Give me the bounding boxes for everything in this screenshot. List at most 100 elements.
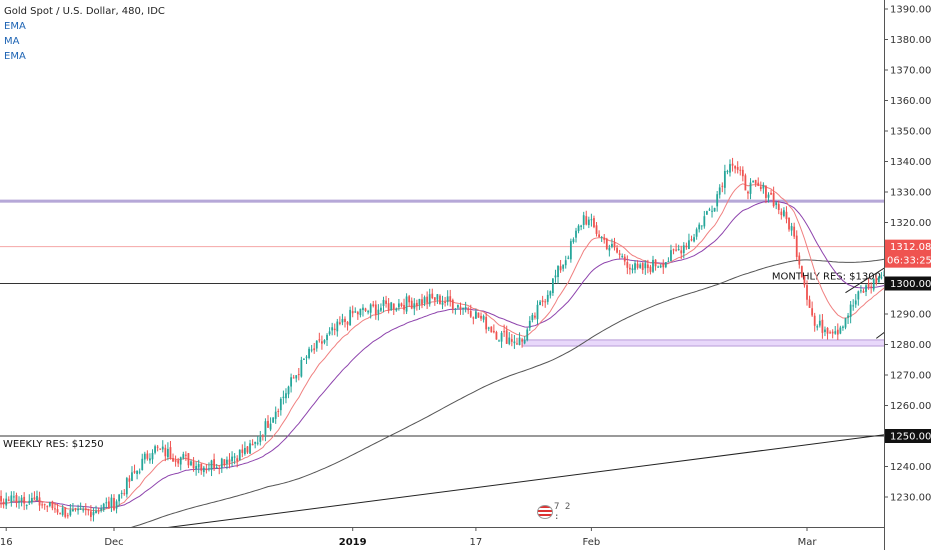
legend-indicator-ema[interactable]: EMA: [4, 21, 26, 32]
candle: [433, 297, 436, 306]
candle: [459, 302, 462, 315]
candle: [508, 332, 511, 346]
legend-title[interactable]: Gold Spot / U.S. Dollar, 480, IDC: [4, 6, 165, 17]
y-tick-label: 1350.00: [890, 127, 931, 138]
candle: [723, 164, 726, 195]
candle: [326, 333, 328, 346]
candle-body: [528, 320, 531, 328]
candle-body: [521, 339, 523, 342]
candle-body: [120, 492, 123, 494]
candle-body: [395, 308, 398, 311]
candle: [595, 222, 598, 237]
legend-indicator-ma[interactable]: MA: [4, 36, 20, 47]
candle: [521, 337, 523, 348]
candle-body: [870, 286, 873, 288]
candle: [546, 290, 549, 305]
support-zone[interactable]: [521, 339, 916, 347]
candle: [857, 290, 860, 306]
legend-indicator-ema-2[interactable]: EMA: [4, 51, 26, 62]
candle-body: [269, 423, 272, 430]
candle: [303, 358, 305, 361]
candle: [552, 278, 554, 296]
candle-body: [649, 266, 652, 272]
candle: [105, 497, 108, 509]
candle-body: [321, 341, 323, 344]
candle: [536, 300, 539, 325]
candle: [634, 260, 636, 274]
candle: [249, 439, 251, 454]
candle: [359, 308, 362, 318]
candle: [213, 453, 215, 472]
candle-body: [249, 443, 251, 454]
candle: [123, 489, 126, 496]
candle-body: [577, 225, 580, 232]
candle-body: [693, 237, 695, 242]
candle-body: [159, 448, 162, 450]
candle-body: [567, 257, 570, 259]
candle: [100, 504, 103, 513]
candle: [790, 222, 793, 236]
candle-body: [77, 508, 79, 511]
candle: [241, 444, 244, 458]
candle-body: [128, 478, 131, 482]
candle: [682, 242, 685, 259]
candle: [400, 302, 403, 308]
chart-legend: Gold Spot / U.S. Dollar, 480, IDC EMA MA…: [4, 4, 165, 64]
candle: [323, 339, 326, 345]
candle: [413, 298, 416, 316]
candle: [439, 294, 441, 305]
candle: [48, 501, 51, 508]
candle: [446, 290, 449, 306]
candle-body: [875, 277, 878, 284]
candle-body: [195, 466, 198, 470]
candle-body: [451, 299, 454, 310]
candle-body: [711, 210, 713, 212]
long-trendline[interactable]: [167, 372, 932, 528]
candle: [13, 491, 15, 502]
candle: [580, 224, 583, 231]
candle-body: [688, 240, 690, 249]
y-tick-label: 1280.00: [890, 340, 931, 351]
candle-body: [87, 509, 90, 511]
price-axis-panel[interactable]: [884, 0, 932, 550]
candle-body: [318, 339, 321, 341]
candle-body: [372, 304, 375, 307]
candle-body: [48, 501, 51, 506]
candle-body: [498, 340, 500, 342]
candle: [362, 304, 364, 317]
candle-body: [664, 262, 667, 268]
candle: [164, 444, 167, 462]
candle: [503, 324, 506, 337]
candle-body: [759, 186, 762, 190]
candle-body: [739, 169, 742, 171]
candle-body: [877, 276, 880, 283]
candle: [220, 457, 223, 473]
candle: [457, 304, 459, 310]
candle: [385, 295, 387, 308]
candle-body: [582, 215, 585, 225]
time-axis-panel[interactable]: [0, 527, 884, 550]
candle-body: [97, 511, 100, 513]
candle-body: [516, 343, 518, 345]
candle: [38, 491, 41, 511]
candle-body: [729, 164, 731, 173]
candle-body: [800, 266, 803, 278]
candle: [613, 237, 616, 251]
candle-body: [626, 262, 629, 268]
candle-body: [790, 226, 793, 231]
candle-body: [115, 501, 118, 509]
candle: [297, 367, 300, 381]
y-tick-label: 1270.00: [890, 371, 931, 382]
candle: [700, 225, 703, 230]
candle-body: [398, 303, 400, 308]
candle: [569, 238, 572, 263]
candle: [136, 470, 138, 480]
resistance-band[interactable]: [0, 199, 932, 203]
candle: [269, 417, 272, 432]
candle-body: [762, 184, 765, 189]
candle-body: [485, 316, 488, 330]
candle-body: [138, 471, 141, 473]
candle-body: [816, 326, 819, 328]
candle-body: [721, 185, 724, 187]
